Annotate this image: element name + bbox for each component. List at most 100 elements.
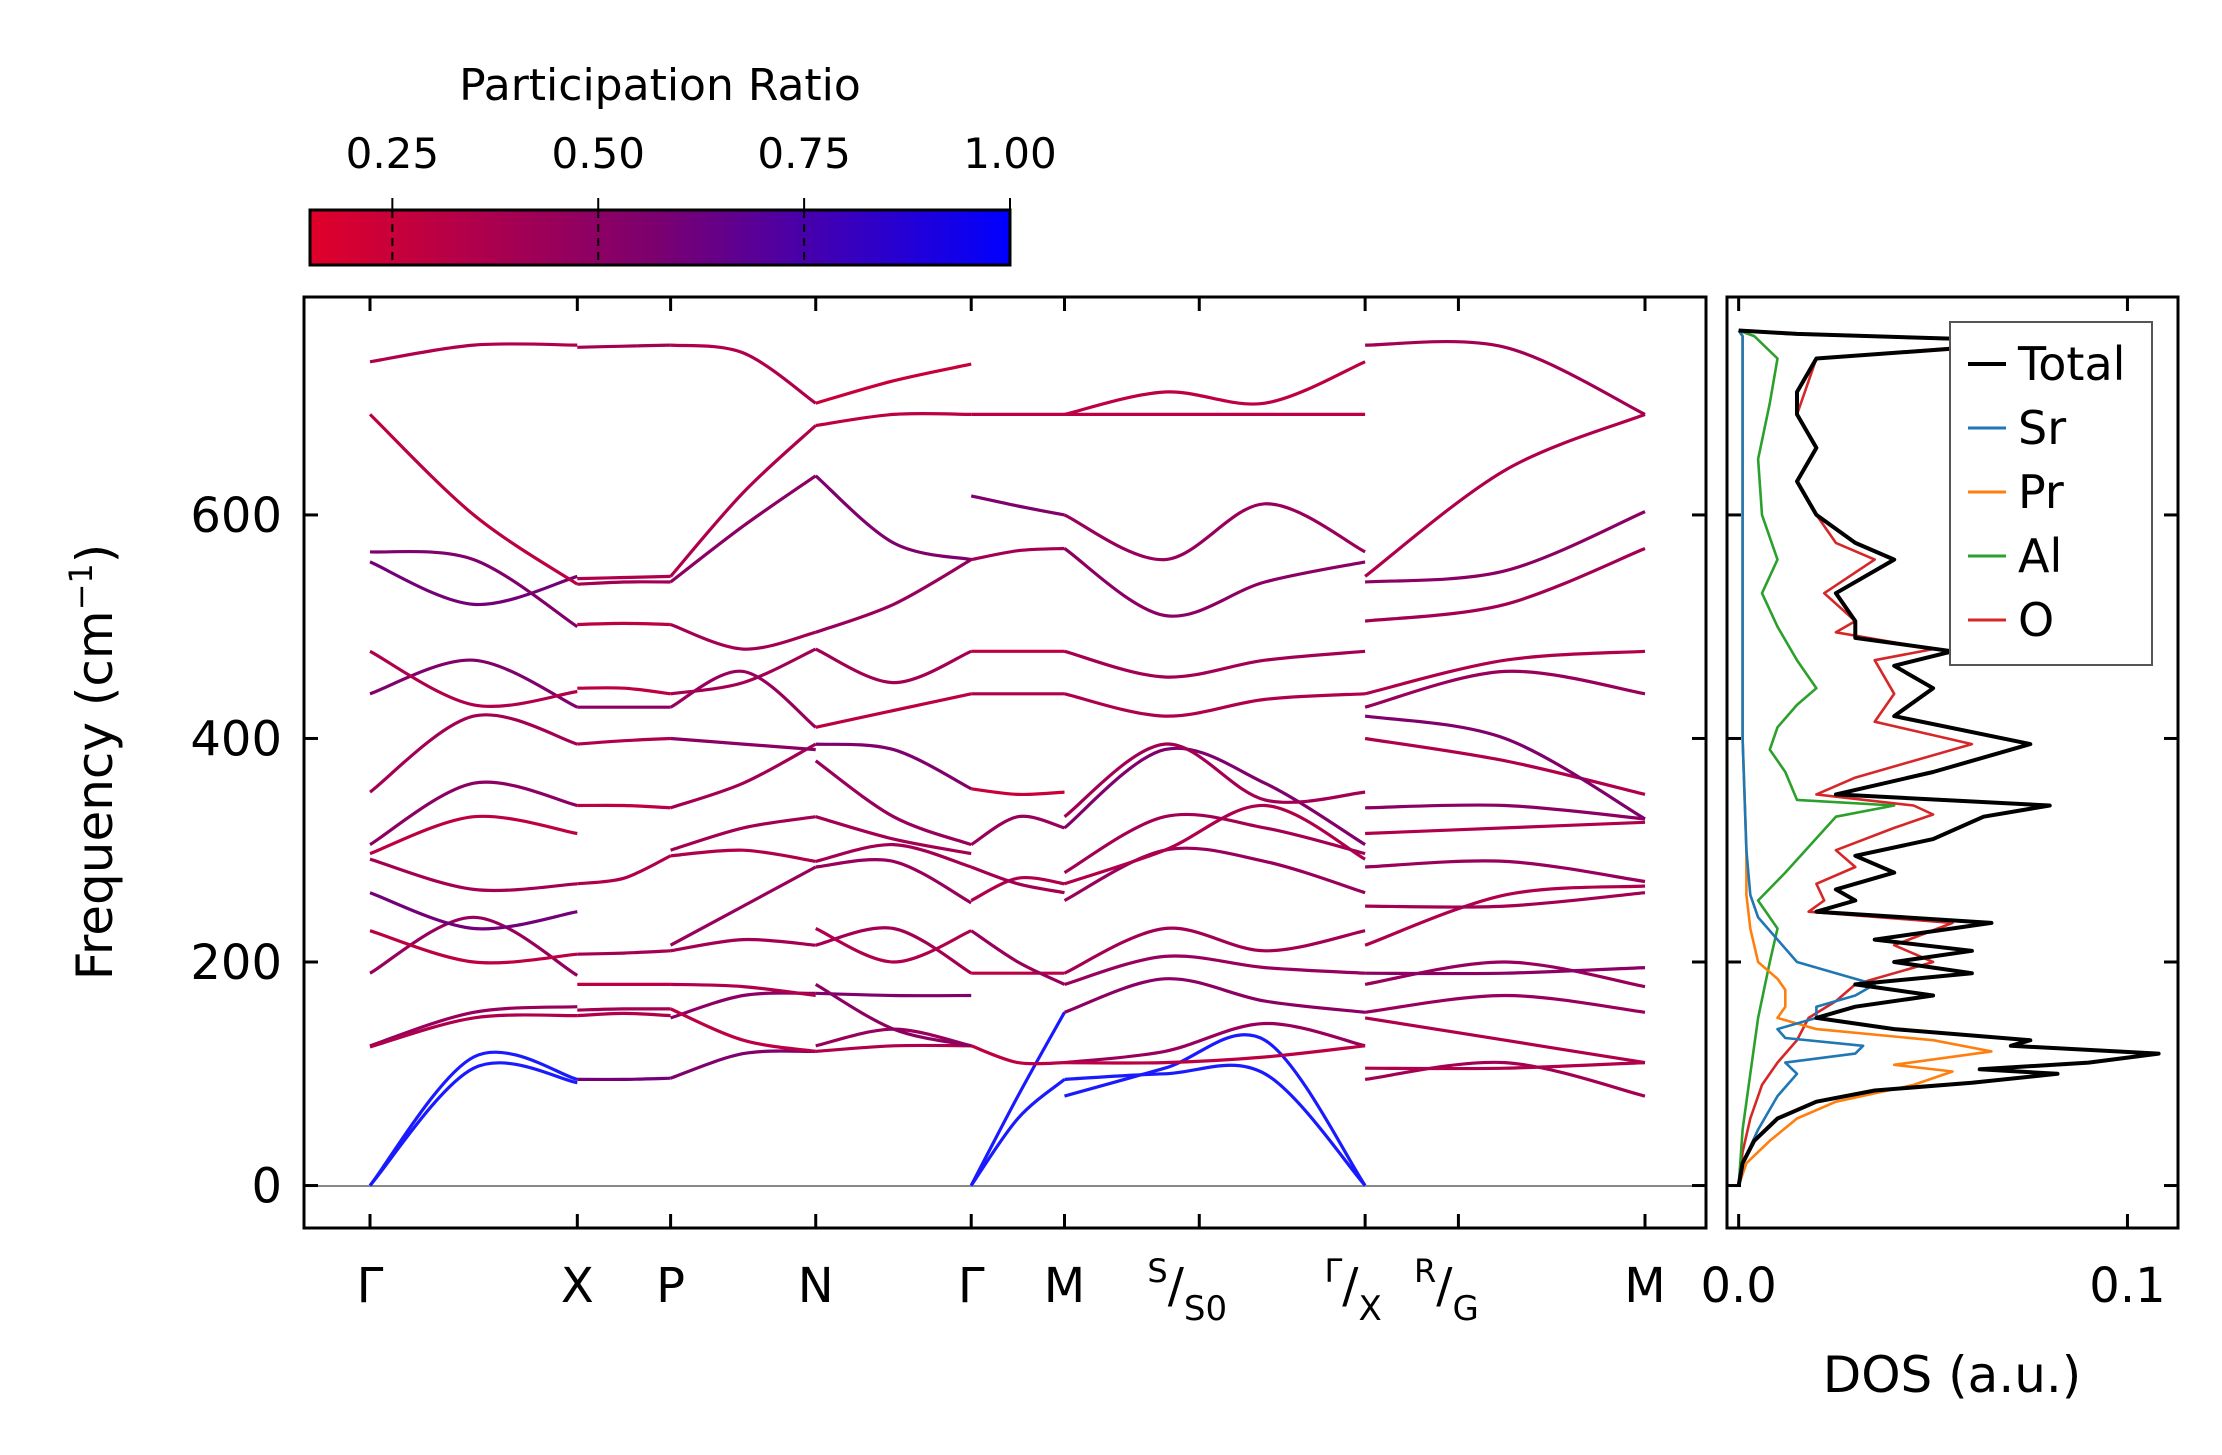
- phonon-band: [815, 927, 972, 964]
- phonon-band: [1064, 1044, 1366, 1065]
- kpoint-label: R/G: [1414, 1252, 1479, 1329]
- phonon-band: [1364, 714, 1646, 821]
- phonon-band: [814, 474, 972, 562]
- phonon-band: [1064, 954, 1366, 986]
- phonon-band: [369, 342, 578, 364]
- band-axes-frame: [302, 295, 1708, 1230]
- phonon-band: [669, 1007, 816, 1053]
- y-tick-label: 200: [190, 935, 282, 991]
- colorbar: Participation Ratio 0.25 0.50 0.75 1.00: [308, 60, 1057, 267]
- phonon-band: [1365, 859, 1646, 884]
- phonon-band: [369, 560, 578, 607]
- phonon-band: [577, 621, 671, 627]
- dos-y-ticks: [1727, 513, 2178, 1188]
- phonon-band: [815, 742, 972, 791]
- phonon-band: [1063, 846, 1366, 902]
- legend-label-pr: Pr: [2018, 465, 2064, 519]
- phonon-band: [577, 949, 671, 956]
- phonon-band: [1364, 1060, 1646, 1098]
- phonon-band: [815, 647, 972, 685]
- y-tick-label: 400: [190, 711, 282, 767]
- dos-axes-frame: [1725, 295, 2180, 1230]
- phonon-band: [369, 814, 578, 856]
- colorbar-tick-label: 0.75: [757, 129, 851, 178]
- phonon-band: [1064, 1021, 1366, 1065]
- phonon-band: [815, 411, 972, 428]
- phonon-band: [670, 937, 816, 953]
- phonon-band: [369, 649, 578, 708]
- phonon-band: [369, 857, 578, 893]
- dos-x-tick-label: 0.1: [2089, 1258, 2165, 1314]
- dos-x-ticks: 0.0 0.1: [1700, 297, 2166, 1314]
- phonon-band: [369, 1005, 578, 1048]
- phonon-band: [815, 815, 972, 856]
- y-axis-label: Frequency (cm−1): [62, 544, 124, 981]
- dos-curve-total: [1736, 328, 2161, 1186]
- phonon-band: [1064, 649, 1366, 679]
- kpoint-label: Γ: [958, 1258, 985, 1314]
- phonon-band: [669, 424, 817, 578]
- phonon-band: [970, 494, 1065, 517]
- band-structure-panel: 0 200 400 600 Γ X P N Γ M S/S0 Γ/X R/G M Frequency (…: [62, 295, 1708, 1329]
- phonon-band: [1364, 884, 1646, 947]
- phonon-band: [669, 474, 817, 584]
- phonon-band: [369, 780, 578, 846]
- phonon-band: [970, 875, 1065, 902]
- phonon-band: [670, 982, 816, 998]
- dos-curves: [1736, 328, 2161, 1186]
- phonon-band: [1365, 803, 1646, 821]
- kpoint-label: N: [798, 1258, 834, 1314]
- phonon-band: [815, 858, 972, 905]
- phonon-band: [1063, 746, 1366, 846]
- phonon-band: [814, 759, 972, 847]
- band-y-ticks: 0 200 400 600: [190, 488, 1706, 1215]
- phonon-band: [1063, 742, 1366, 818]
- colorbar-ticks: 0.25 0.50 0.75 1.00: [346, 129, 1057, 265]
- phonon-band: [369, 891, 578, 931]
- phonon-band: [1364, 669, 1646, 709]
- phonon-band: [815, 1043, 972, 1053]
- phonon-band: [1063, 547, 1366, 618]
- phonon-band: [1364, 1016, 1646, 1065]
- phonon-band: [368, 1061, 578, 1187]
- kpoint-label: X: [561, 1258, 594, 1314]
- colorbar-tick-label: 0.25: [346, 129, 440, 178]
- phonon-band: [970, 546, 1065, 562]
- phonon-band: [1364, 993, 1646, 1014]
- phonon-band: [1064, 360, 1366, 416]
- phonon-band: [669, 865, 817, 947]
- phonon-band: [368, 1050, 578, 1187]
- phonon-band: [814, 983, 972, 1048]
- phonon-band: [577, 343, 671, 349]
- phonon-band: [970, 929, 1066, 986]
- phonon-band: [577, 574, 671, 581]
- phonon-band: [670, 736, 816, 752]
- phonon-band: [1365, 340, 1646, 416]
- phonon-band: [1364, 547, 1646, 623]
- phonon-band: [815, 692, 972, 729]
- phonon-band: [369, 915, 579, 977]
- phonon-band: [577, 1007, 671, 1012]
- phonon-band: [970, 814, 1065, 846]
- phonon-band: [577, 854, 672, 886]
- dos-curve-sr: [1737, 329, 1876, 1186]
- kpoint-label: M: [1044, 1258, 1085, 1314]
- dos-x-tick-label: 0.0: [1700, 1258, 1776, 1314]
- colorbar-tick-label: 1.00: [963, 129, 1057, 178]
- phonon-band: [577, 736, 671, 746]
- phonon-band: [815, 558, 973, 634]
- legend-label-total: Total: [2017, 337, 2125, 391]
- dos-panel: 0.0 0.1 DOS (a.u.) Total Sr Pr Al O: [1700, 295, 2180, 1404]
- phonon-band: [670, 742, 817, 810]
- kpoint-label: P: [656, 1258, 685, 1314]
- phonon-band: [577, 580, 671, 586]
- phonon-band: [1063, 977, 1366, 1014]
- phonon-band: [1063, 502, 1366, 562]
- band-x-ticks: Γ X P N Γ M S/S0 Γ/X R/G M: [357, 297, 1666, 1329]
- phonon-band: [670, 1049, 816, 1080]
- x-axis-label-dos: DOS (a.u.): [1823, 1346, 2082, 1404]
- phonon-band: [1364, 960, 1646, 989]
- phonon-band: [369, 713, 578, 794]
- phonon-bands: [368, 340, 1646, 1187]
